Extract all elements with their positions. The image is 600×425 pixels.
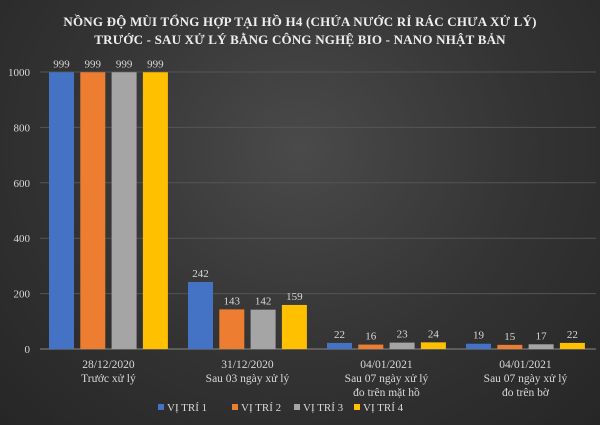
bar — [559, 342, 585, 349]
data-label: 999 — [53, 58, 70, 70]
data-label: 23 — [397, 329, 409, 341]
x-tick-label: Trước xử lý — [81, 373, 136, 385]
data-label: 999 — [147, 58, 164, 70]
data-label: 19 — [473, 330, 485, 342]
bar — [142, 72, 168, 349]
legend-swatch — [294, 404, 300, 410]
x-tick-label: 04/01/2021 — [360, 359, 413, 371]
bar — [466, 343, 491, 349]
data-label: 15 — [504, 331, 516, 343]
legend-swatch — [232, 404, 238, 410]
x-tick-label: 31/12/2020 — [221, 359, 274, 371]
y-tick-label: 0 — [25, 344, 31, 356]
bar — [219, 309, 245, 349]
legend-label: VỊ TRÍ 2 — [241, 402, 281, 414]
data-label: 16 — [365, 331, 377, 343]
y-tick-label: 400 — [14, 233, 31, 245]
bar — [528, 344, 554, 349]
x-tick-label: Sau 03 ngày xử lý — [206, 373, 290, 385]
bar — [389, 342, 415, 349]
y-tick-label: 600 — [14, 178, 31, 190]
chart-title-line-2: TRƯỚC - SAU XỬ LÝ BẰNG CÔNG NGHỆ BIO - N… — [94, 32, 506, 47]
bar — [49, 72, 74, 349]
legend-label: VỊ TRÍ 1 — [167, 402, 207, 414]
data-label: 143 — [224, 295, 241, 307]
data-label: 22 — [567, 329, 578, 341]
bar — [420, 342, 446, 349]
data-label: 999 — [116, 58, 133, 70]
x-tick-label: 28/12/2020 — [82, 359, 135, 371]
chart-title-line-1: NỒNG ĐỘ MÙI TỔNG HỢP TẠI HỒ H4 (CHỨA NƯỚ… — [63, 14, 537, 29]
bar — [111, 72, 137, 349]
data-label: 17 — [536, 330, 548, 342]
data-label: 142 — [255, 296, 272, 308]
legend-swatch — [354, 404, 360, 410]
data-label: 22 — [334, 329, 345, 341]
x-tick-label: đo trên mặt hồ — [353, 386, 420, 399]
y-tick-label: 200 — [14, 289, 31, 301]
bar — [358, 344, 384, 349]
x-tick-label: Sau 07 ngày xử lý — [484, 373, 568, 385]
data-label: 999 — [85, 58, 102, 70]
bar — [327, 342, 352, 349]
x-tick-label: 04/01/2021 — [499, 359, 552, 371]
bar — [497, 344, 523, 349]
legend-label: VỊ TRÍ 4 — [363, 402, 404, 414]
bar — [281, 304, 307, 349]
y-tick-label: 800 — [14, 122, 31, 134]
x-tick-label: Sau 07 ngày xử lý — [345, 373, 429, 385]
data-label: 24 — [428, 328, 440, 340]
bar — [80, 72, 106, 349]
y-tick-label: 1000 — [8, 67, 31, 79]
x-tick-label: đo trên bờ — [502, 387, 550, 399]
legend-swatch — [158, 404, 164, 410]
legend-label: VỊ TRÍ 3 — [303, 402, 344, 414]
bar — [188, 281, 213, 349]
data-label: 242 — [192, 268, 209, 280]
data-label: 159 — [286, 291, 303, 303]
bar — [250, 309, 276, 349]
